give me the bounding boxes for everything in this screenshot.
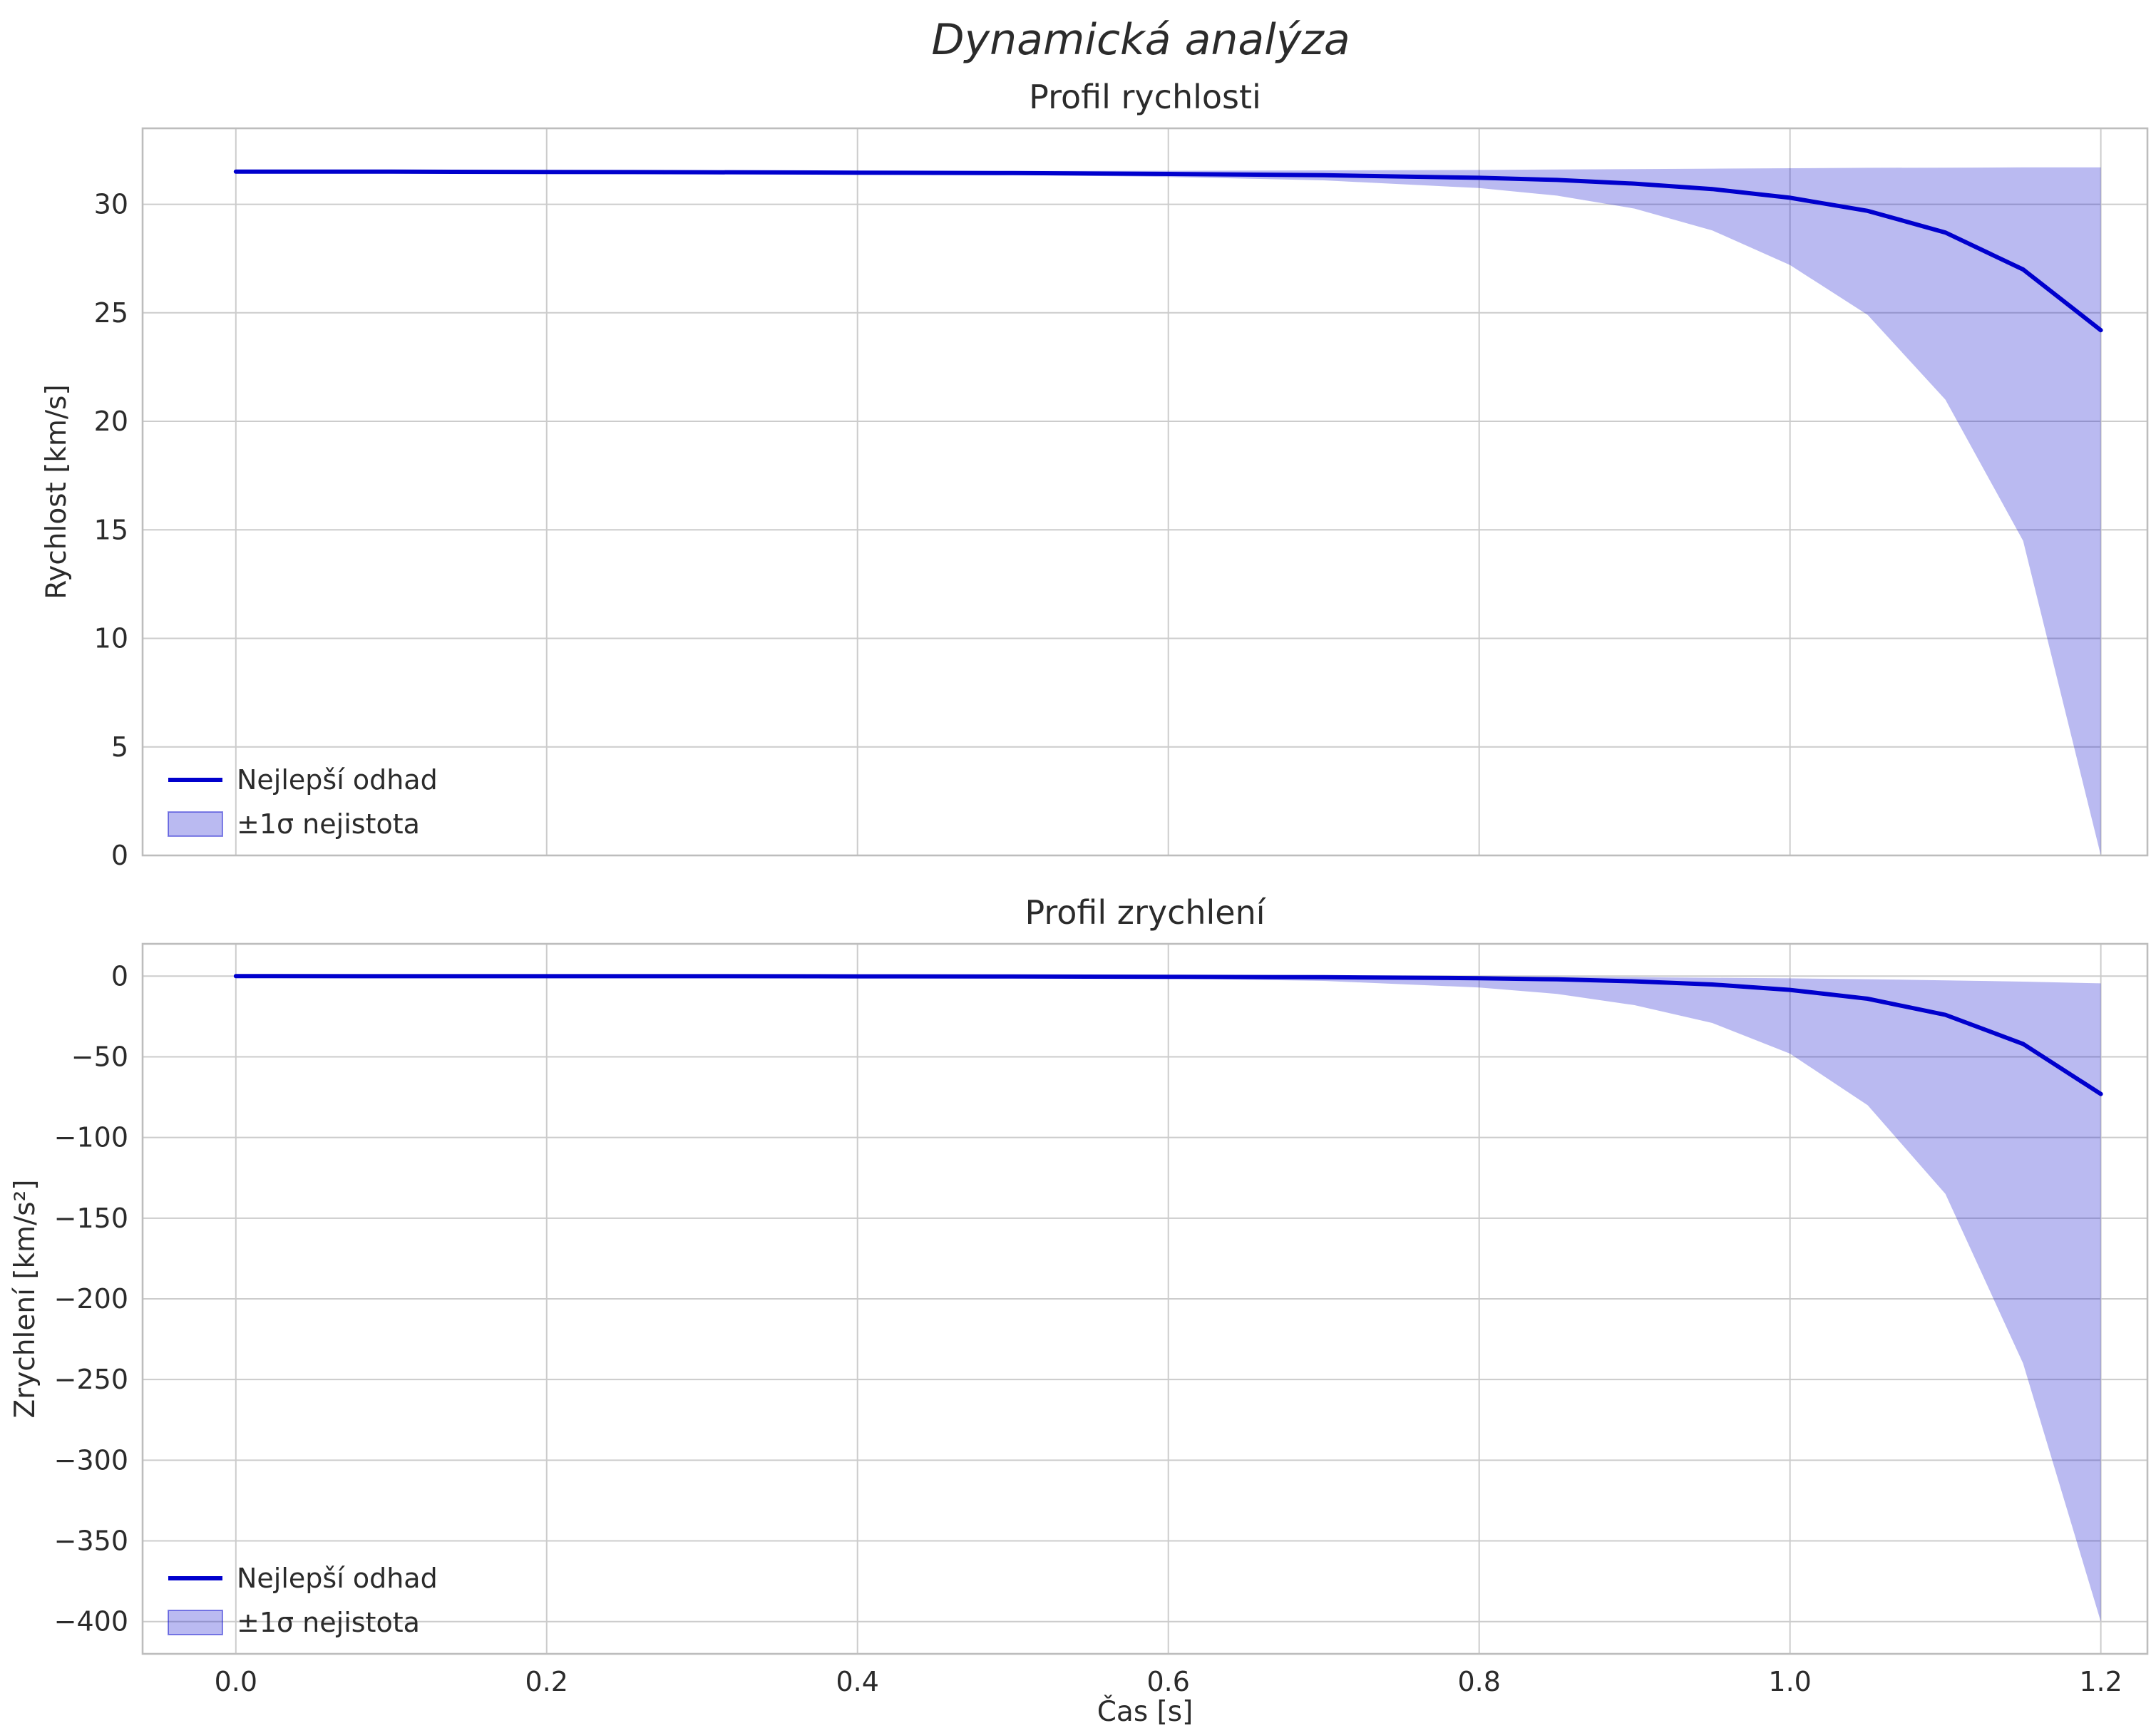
y-tick-label: −400: [54, 1606, 128, 1637]
y-axis-label: Rychlost [km/s]: [41, 384, 73, 599]
x-tick-label: 0.2: [525, 1666, 568, 1697]
plot-border: [141, 127, 2149, 857]
chart-title: Profil zrychlení: [1025, 893, 1266, 932]
plot-area: [143, 128, 2147, 855]
plot-border: [141, 942, 2149, 1655]
y-tick-label: 0: [111, 840, 128, 871]
legend-band-label: ±1σ nejistota: [237, 808, 420, 840]
y-tick-label: 30: [94, 189, 128, 220]
y-tick-label: 0: [111, 960, 128, 992]
x-tick-label: 0.8: [1457, 1666, 1500, 1697]
x-axis-label: Čas [s]: [1097, 1694, 1194, 1728]
best-estimate-line: [233, 169, 2103, 333]
y-tick-label: 25: [94, 297, 128, 329]
figure-title: Dynamická analýza: [931, 15, 1350, 65]
y-tick-label: −50: [71, 1041, 128, 1072]
y-tick-label: −200: [54, 1283, 128, 1315]
y-axis-label: Zrychlení [km/s²]: [9, 1180, 41, 1419]
x-tick-label: 0.4: [836, 1666, 879, 1697]
x-tick-label: 1.2: [2079, 1666, 2122, 1697]
velocity-chart: 0 5 10 15 20 25 30 Profil rychlosti Rychlost [km…: [41, 78, 2149, 871]
legend-line-label: Nejlepší odhad: [237, 764, 438, 796]
x-tick-label: 1.0: [1768, 1666, 1811, 1697]
y-tick-label: 15: [94, 514, 128, 545]
best-estimate-line: [233, 974, 2103, 1096]
x-tick-label: 0.6: [1146, 1666, 1189, 1697]
uncertainty-band: [235, 976, 2101, 1622]
uncertainty-band: [235, 167, 2101, 856]
y-tick-label: −250: [54, 1364, 128, 1395]
chart-title: Profil rychlosti: [1029, 78, 1261, 116]
y-tick-label: −150: [54, 1203, 128, 1234]
y-tick-label: 20: [94, 406, 128, 437]
y-tick-label: −100: [54, 1122, 128, 1153]
y-tick-label: 5: [111, 731, 128, 763]
acceleration-chart: 0 −50 −100 −150 −200 −250 −300 −350 −400 0.0 0.2 0.…: [9, 893, 2149, 1697]
legend-band-sample: [168, 811, 223, 837]
legend-band-sample: [168, 1610, 223, 1635]
x-tick-label: 0.0: [215, 1666, 257, 1697]
y-tick-label: −350: [54, 1526, 128, 1557]
legend-line-label: Nejlepší odhad: [237, 1563, 438, 1594]
legend-band-label: ±1σ nejistota: [237, 1607, 420, 1638]
y-tick-label: 10: [94, 623, 128, 654]
y-tick-label: −300: [54, 1444, 128, 1476]
